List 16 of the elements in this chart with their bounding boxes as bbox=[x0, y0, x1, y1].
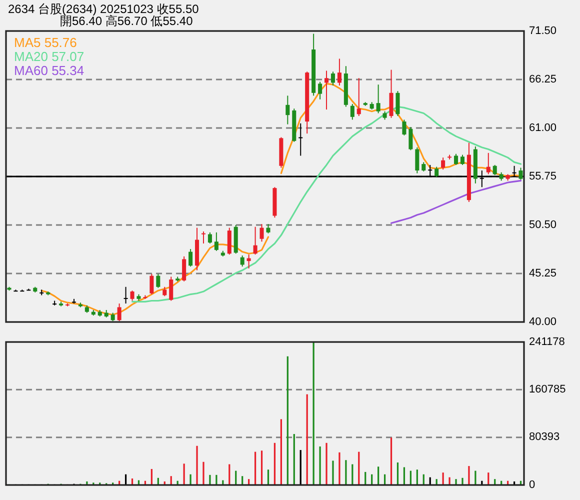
y-tick-label: 50.50 bbox=[529, 218, 557, 231]
chart-title: 2634 台股(2634) 20251023 收55.50 bbox=[8, 2, 200, 16]
y-tick-label: 160785 bbox=[529, 384, 566, 396]
chart-subtitle: 開56.40 高56.70 低55.40 bbox=[60, 14, 194, 28]
y-tick-label: 71.50 bbox=[529, 24, 557, 37]
text: MA60 55.34 bbox=[14, 63, 84, 78]
y-tick-label: 61.00 bbox=[529, 122, 557, 134]
y-tick-label: 80393 bbox=[529, 431, 560, 444]
text: MA20 57.07 bbox=[14, 49, 84, 64]
y-tick-label: 40.00 bbox=[529, 316, 557, 328]
y-tick-label: 45.25 bbox=[529, 267, 557, 280]
y-tick-label: 55.75 bbox=[529, 170, 557, 182]
y-tick-label: 0 bbox=[529, 478, 536, 491]
y-tick-label: 66.25 bbox=[529, 73, 557, 86]
y-tick-label: 241178 bbox=[529, 336, 565, 348]
text: MA5 55.76 bbox=[14, 35, 77, 50]
